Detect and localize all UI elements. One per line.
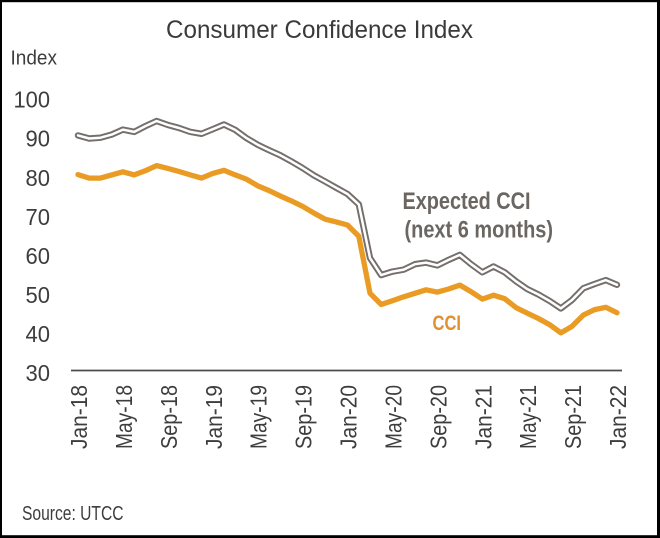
svg-text:Jan-20: Jan-20 [336, 385, 362, 449]
svg-text:May-20: May-20 [380, 385, 406, 449]
svg-text:May-18: May-18 [111, 385, 137, 449]
svg-text:May-19: May-19 [246, 385, 272, 449]
svg-text:40: 40 [26, 321, 51, 347]
svg-text:Sep-21: Sep-21 [560, 385, 586, 449]
svg-text:(next 6 months): (next 6 months) [405, 217, 554, 244]
svg-text:Source: UTCC: Source: UTCC [22, 503, 124, 525]
svg-text:Jan-22: Jan-22 [605, 385, 631, 449]
svg-text:Consumer Confidence Index: Consumer Confidence Index [166, 16, 473, 44]
svg-text:Sep-20: Sep-20 [425, 385, 451, 449]
svg-text:100: 100 [14, 87, 51, 113]
svg-text:Jan-21: Jan-21 [470, 385, 496, 449]
svg-text:90: 90 [26, 126, 51, 152]
svg-text:Expected CCI: Expected CCI [403, 188, 531, 215]
svg-text:60: 60 [26, 243, 51, 269]
svg-text:May-21: May-21 [515, 385, 541, 449]
svg-text:Jan-18: Jan-18 [66, 385, 92, 449]
svg-text:30: 30 [26, 360, 51, 386]
svg-text:Sep-18: Sep-18 [156, 385, 182, 449]
svg-text:Jan-19: Jan-19 [201, 385, 227, 449]
svg-text:50: 50 [26, 282, 51, 308]
svg-text:80: 80 [26, 165, 51, 191]
svg-text:70: 70 [26, 204, 51, 230]
svg-text:Sep-19: Sep-19 [291, 385, 317, 449]
svg-text:CCI: CCI [433, 312, 462, 335]
svg-text:Index: Index [11, 47, 58, 69]
